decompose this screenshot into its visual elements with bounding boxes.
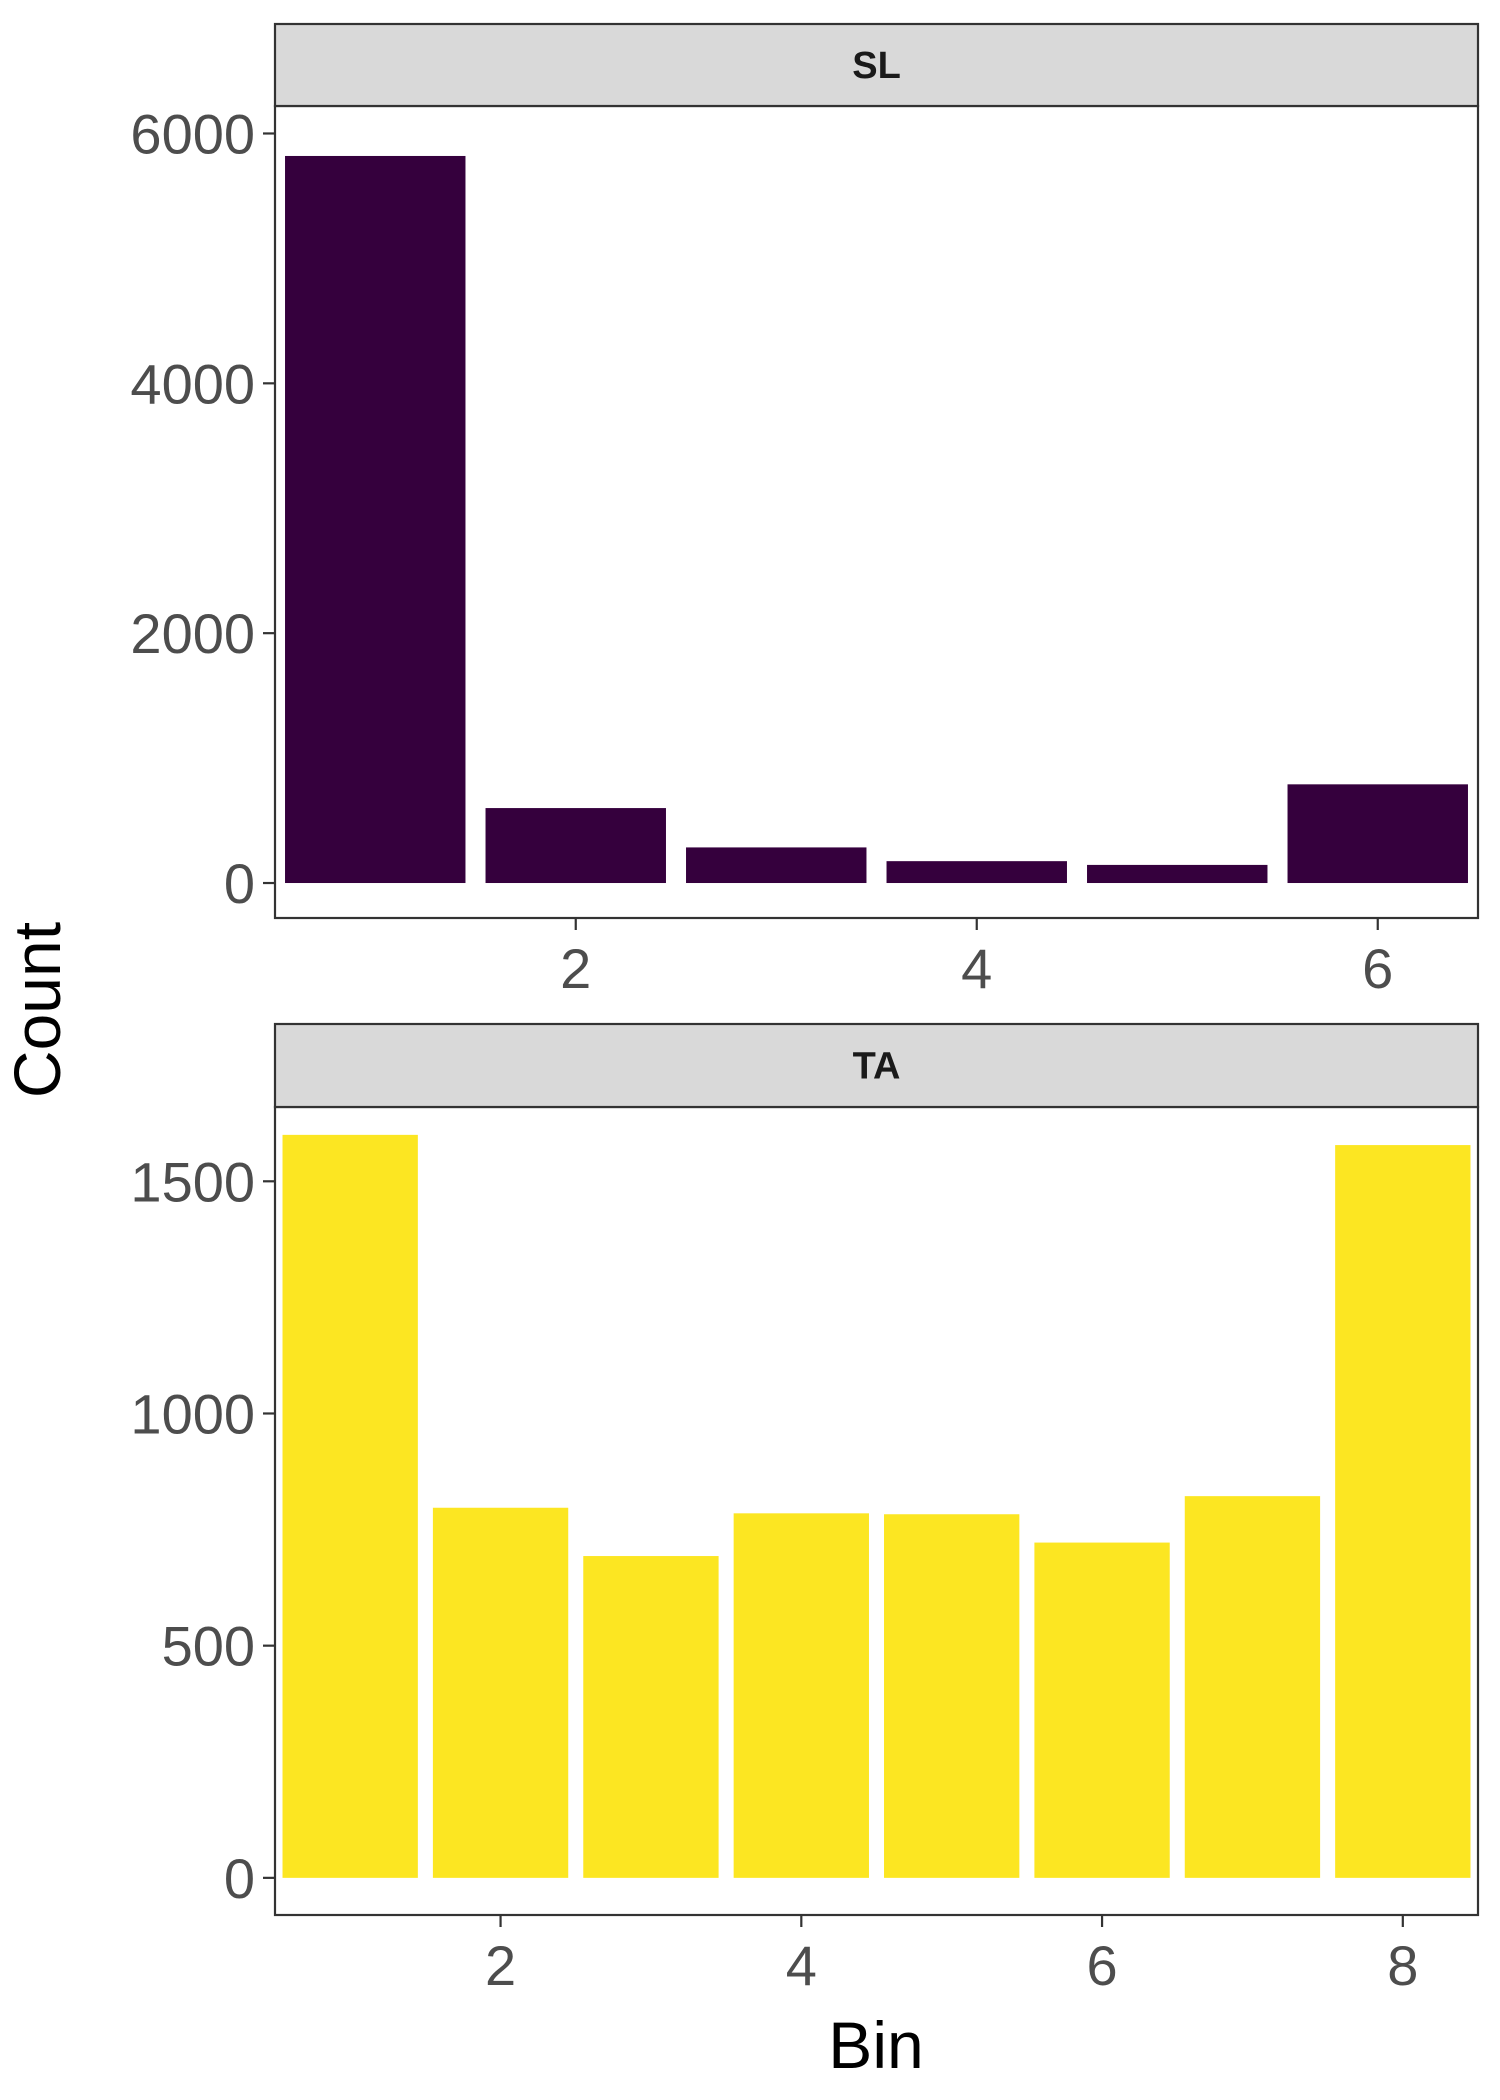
bar-ta-8: [1335, 1145, 1471, 1878]
bar-sl-4: [886, 861, 1067, 884]
bar-ta-7: [1184, 1496, 1321, 1878]
bar-sl-3: [686, 847, 867, 884]
bar-sl-6: [1287, 784, 1468, 884]
strip-sl: [273, 22, 1480, 108]
y-tick-label-ta-1500: 1500: [130, 1150, 255, 1213]
y-tick-label-sl-0: 0: [224, 852, 255, 915]
y-tick-label-sl-6000: 6000: [130, 102, 255, 165]
bar-sl-5: [1087, 864, 1268, 884]
bar-ta-6: [1034, 1542, 1170, 1878]
x-tick-label-ta-2: 2: [485, 1934, 516, 1997]
x-axis-title: Bin: [828, 2008, 923, 2082]
x-tick-label-ta-4: 4: [786, 1934, 817, 1997]
y-tick-label-ta-500: 500: [162, 1615, 255, 1678]
bar-sl-1: [285, 155, 466, 884]
x-tick-label-sl-6: 6: [1362, 937, 1393, 1000]
panel-ta: TA 0 500 1000 1500 2 4 6 8: [130, 1022, 1480, 1997]
y-tick-label-ta-0: 0: [224, 1847, 255, 1910]
strip-label-ta: TA: [853, 1046, 901, 1088]
bar-ta-5: [884, 1514, 1020, 1878]
x-tick-label-sl-2: 2: [560, 937, 591, 1000]
y-tick-label-ta-1000: 1000: [130, 1382, 255, 1445]
strip-ta: [273, 1022, 1480, 1109]
bar-ta-1: [282, 1134, 418, 1878]
bar-ta-4: [733, 1513, 869, 1878]
x-tick-label-sl-4: 4: [961, 937, 992, 1000]
bar-ta-2: [432, 1507, 569, 1878]
x-tick-label-ta-8: 8: [1387, 1934, 1418, 1997]
y-tick-label-sl-4000: 4000: [130, 352, 255, 415]
bar-sl-2: [485, 808, 666, 884]
plot-area-sl: [275, 106, 1478, 918]
bar-ta-3: [583, 1556, 719, 1878]
panel-sl: SL 0 2000 4000 6000 2 4 6: [130, 22, 1480, 1000]
x-tick-label-ta-6: 6: [1086, 1934, 1117, 1997]
y-axis-title: Count: [0, 922, 74, 1098]
y-tick-label-sl-2000: 2000: [130, 602, 255, 665]
strip-label-sl: SL: [852, 45, 901, 87]
